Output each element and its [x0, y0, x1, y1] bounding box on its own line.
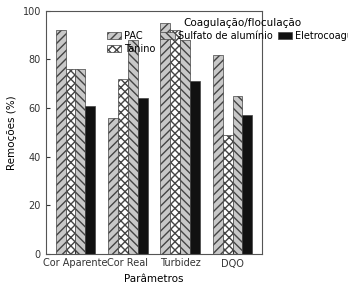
Bar: [223, 135, 232, 254]
Bar: [56, 30, 65, 254]
Bar: [170, 30, 180, 254]
Bar: [76, 69, 85, 254]
Bar: [232, 96, 243, 254]
Bar: [108, 118, 118, 254]
Bar: [213, 55, 223, 254]
Bar: [65, 69, 76, 254]
Bar: [243, 115, 252, 254]
Bar: [118, 79, 128, 254]
Bar: [190, 81, 200, 254]
Bar: [180, 40, 190, 254]
Bar: [128, 40, 138, 254]
X-axis label: Parâmetros: Parâmetros: [124, 274, 184, 284]
Bar: [138, 98, 148, 254]
Bar: [160, 23, 170, 254]
Y-axis label: Remoções (%): Remoções (%): [7, 95, 17, 170]
Bar: [85, 106, 95, 254]
Legend: PAC, Tanino, Sulfato de alumínio, Eletrocoagulação: PAC, Tanino, Sulfato de alumínio, Eletro…: [105, 16, 348, 56]
